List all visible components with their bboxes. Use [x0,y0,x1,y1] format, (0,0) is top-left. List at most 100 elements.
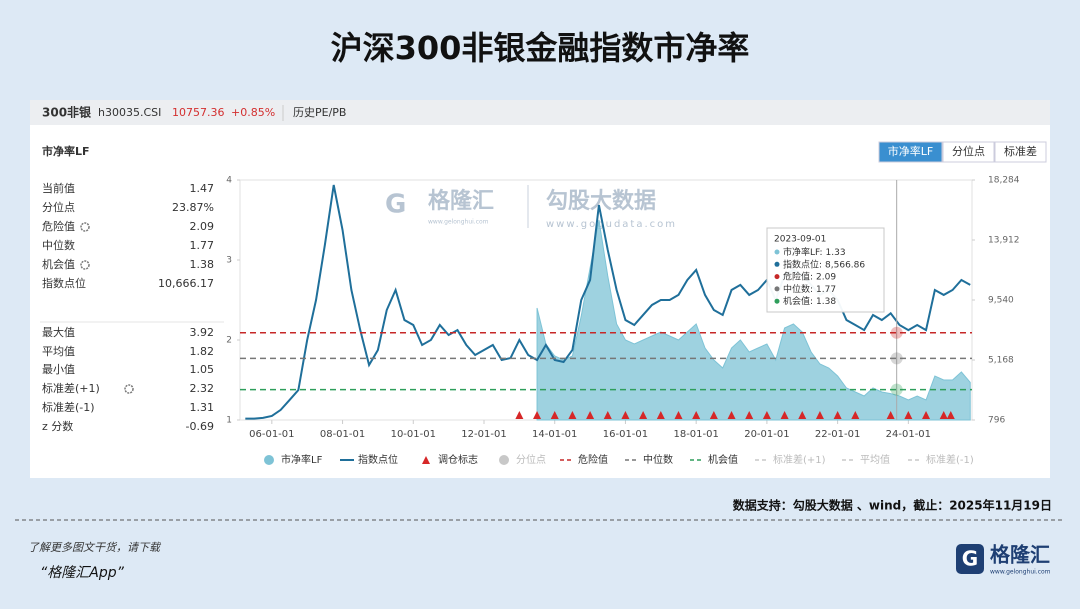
y2-tick-label: 796 [988,416,1005,426]
toggle-label[interactable]: 市净率LF [888,144,933,158]
toggle-label[interactable]: 分位点 [952,144,985,158]
y2-tick-label: 5,168 [988,356,1014,366]
stat-label: 标准差(-1) [42,400,95,414]
rebalance-marker [533,411,542,419]
legend-icon [499,455,509,465]
rebalance-marker [922,411,931,419]
tooltip-label: 危险值: [783,270,813,282]
rebalance-marker [692,411,701,419]
legend-label[interactable]: 机会值 [708,453,738,466]
x-tick-label: 12-01-01 [461,429,506,440]
x-tick-label: 10-01-01 [391,429,436,440]
tab[interactable]: 历史PE/PB [293,106,346,119]
gear-icon[interactable] [124,384,134,394]
y2-tick-label: 18,284 [988,176,1020,186]
toggle-label[interactable]: 标准差 [1004,144,1037,158]
rebalance-marker [798,411,807,419]
index-code: h30035.CSI [98,106,161,119]
toggle-button[interactable] [942,141,995,163]
gear-icon[interactable] [80,222,90,232]
tooltip-item: 中位数: 1.77 [783,282,836,294]
watermark-source: 勾股大数据 [546,188,656,214]
index-line [245,184,971,420]
stat-value: 1.82 [190,345,215,358]
rebalance-marker [762,411,771,419]
legend-label[interactable]: 分位点 [516,453,546,466]
rebalance-marker [603,411,612,419]
logo-name: 格隆汇 [990,543,1050,567]
x-tick-label: 06-01-01 [249,429,294,440]
stat-label: 机会值 [42,257,75,271]
stat-value: 1.31 [190,401,215,414]
promo-app: “格隆汇App” [40,565,125,581]
rebalance-marker [674,411,683,419]
promo-text: 了解更多图文干货，请下载 [28,541,162,554]
stat-value: 2.32 [190,382,215,395]
change: +0.85% [231,106,275,119]
tooltip-item: 市净率LF: 1.33 [783,246,846,258]
pb-area [536,219,971,421]
x-tick-label: 08-01-01 [320,429,365,440]
y-tick-label: 4 [226,176,232,186]
legend-label[interactable]: 标准差(+1) [773,453,826,466]
legend-label[interactable]: 标准差(-1) [926,453,974,466]
stat-label: 中位数 [42,238,75,252]
y2-tick-label: 13,912 [988,236,1020,246]
stat-value: 1.05 [190,363,215,376]
tooltip-item: 指数点位: 8,566.86 [783,258,865,270]
tooltip-label: 市净率LF: [783,246,823,258]
legend-label[interactable]: 中位数 [643,453,673,466]
x-tick-label: 18-01-01 [673,429,718,440]
legend-label[interactable]: 市净率LF [281,453,323,466]
stat-value: 1.38 [190,258,215,271]
stat-label: 标准差(+1) [42,381,100,395]
toggle-button[interactable] [994,141,1047,163]
stat-label: 当前值 [42,181,75,195]
watermark-brand: G [385,190,406,220]
y-tick-label: 2 [226,336,232,346]
rebalance-marker [780,411,789,419]
stat-label: 平均值 [42,345,75,358]
tooltip-dot [774,261,780,267]
x-tick-label: 20-01-01 [744,429,789,440]
stat-value: 23.87% [172,201,214,214]
stat-label: 最大值 [42,325,75,339]
panel-title: 市净率LF [42,144,90,158]
tooltip-label: 中位数: [783,282,813,294]
legend-label[interactable]: 平均值 [860,453,890,466]
gear-icon[interactable] [80,260,90,270]
tooltip-label: 机会值: [783,295,813,307]
tooltip-item: 危险值: 2.09 [783,270,836,282]
legend-label[interactable]: 调仓标志 [438,453,478,466]
rebalance-marker [904,411,913,419]
cursor-dot [890,383,903,396]
watermark-brand: 格隆汇 [428,188,494,214]
watermark-url: www.gelonghui.com [428,219,489,226]
rebalance-marker [745,411,754,419]
stat-label: z 分数 [42,420,73,433]
rebalance-marker [568,411,577,419]
logo-icon [956,544,984,574]
legend-icon [422,456,430,464]
stat-value: -0.69 [186,420,214,433]
stat-value: 1.77 [190,239,215,252]
legend-label[interactable]: 指数点位 [358,453,398,466]
rebalance-marker [815,411,824,419]
toggle-button[interactable] [878,141,943,163]
logo-url: www.gelonghui.com [990,569,1051,576]
tooltip-box [766,227,885,313]
page-title: 沪深300非银金融指数市净率 [331,29,750,67]
source-note: 数据支持：勾股大数据 、wind，截止：2025年11月19日 [733,498,1052,513]
rebalance-marker [515,411,524,419]
tooltip-label: 指数点位: [783,258,822,270]
y-tick-label: 1 [226,416,232,426]
legend-icon [264,455,274,465]
x-tick-label: 22-01-01 [815,429,860,440]
tooltip-dot [774,286,780,292]
x-tick-label: 16-01-01 [603,429,648,440]
stat-label: 危险值 [42,219,75,233]
x-tick-label: 24-01-01 [886,429,931,440]
legend-label[interactable]: 危险值 [578,453,608,466]
